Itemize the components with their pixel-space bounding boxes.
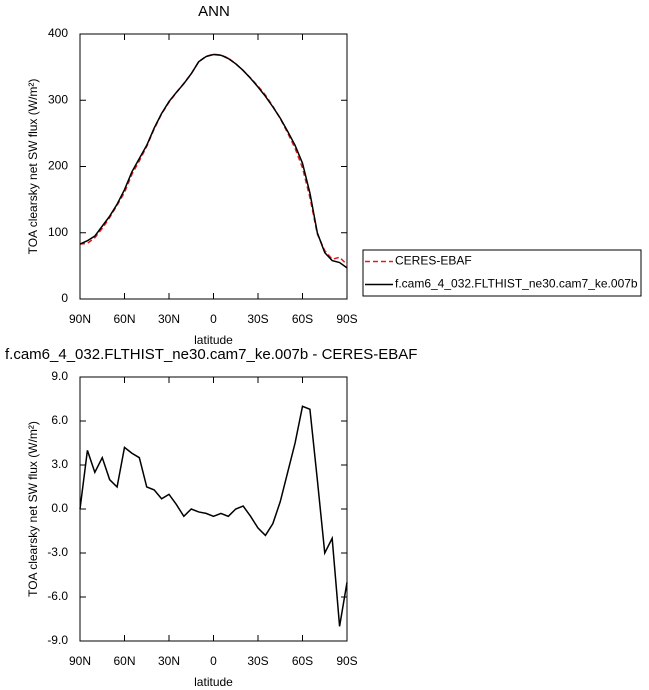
- x-tick-label: 0: [210, 654, 217, 668]
- y-axis-label: TOA clearsky net SW flux (W/m²): [26, 421, 40, 597]
- y-tick-label: 9.0: [51, 369, 68, 383]
- y-tick-label: 3.0: [51, 457, 68, 471]
- x-tick-label: 30N: [158, 654, 180, 668]
- x-tick-label: 60S: [292, 654, 313, 668]
- x-tick-label: 30N: [158, 312, 180, 326]
- x-tick-label: 90N: [69, 312, 91, 326]
- y-tick-label: 100: [48, 225, 68, 239]
- x-tick-label: 60N: [113, 312, 135, 326]
- x-tick-label: 60S: [292, 312, 313, 326]
- x-tick-label: 30S: [247, 312, 268, 326]
- y-axis-label: TOA clearsky net SW flux (W/m²): [26, 79, 40, 255]
- y-tick-label: 200: [48, 159, 68, 173]
- y-tick-label: 400: [48, 26, 68, 40]
- chart-title: ANN: [198, 3, 230, 20]
- plot-frame: [79, 33, 348, 300]
- x-tick-label: 0: [210, 312, 217, 326]
- legend-label: f.cam6_4_032.FLTHIST_ne30.cam7_ke.007b: [395, 277, 638, 291]
- x-axis-label: latitude: [194, 333, 233, 347]
- y-tick-label: -3.0: [47, 545, 68, 559]
- y-tick-label: 0.0: [51, 501, 68, 515]
- legend-label: CERES-EBAF: [395, 254, 472, 268]
- y-tick-label: 300: [48, 92, 68, 106]
- x-axis-label: latitude: [194, 675, 233, 689]
- series-line: [79, 53, 348, 266]
- y-tick-label: -9.0: [47, 633, 68, 647]
- plot-frame: [79, 376, 348, 642]
- x-tick-label: 90N: [69, 654, 91, 668]
- x-tick-label: 90S: [336, 654, 357, 668]
- y-tick-label: 6.0: [51, 413, 68, 427]
- legend-box: [362, 249, 642, 297]
- chart-title: f.cam6_4_032.FLTHIST_ne30.cam7_ke.007b -…: [5, 346, 417, 363]
- y-tick-label: -6.0: [47, 589, 68, 603]
- x-tick-label: 30S: [247, 654, 268, 668]
- y-tick-label: 0: [61, 291, 68, 305]
- x-tick-label: 90S: [336, 312, 357, 326]
- series-line: [79, 405, 348, 627]
- x-tick-label: 60N: [113, 654, 135, 668]
- series-line: [79, 53, 348, 269]
